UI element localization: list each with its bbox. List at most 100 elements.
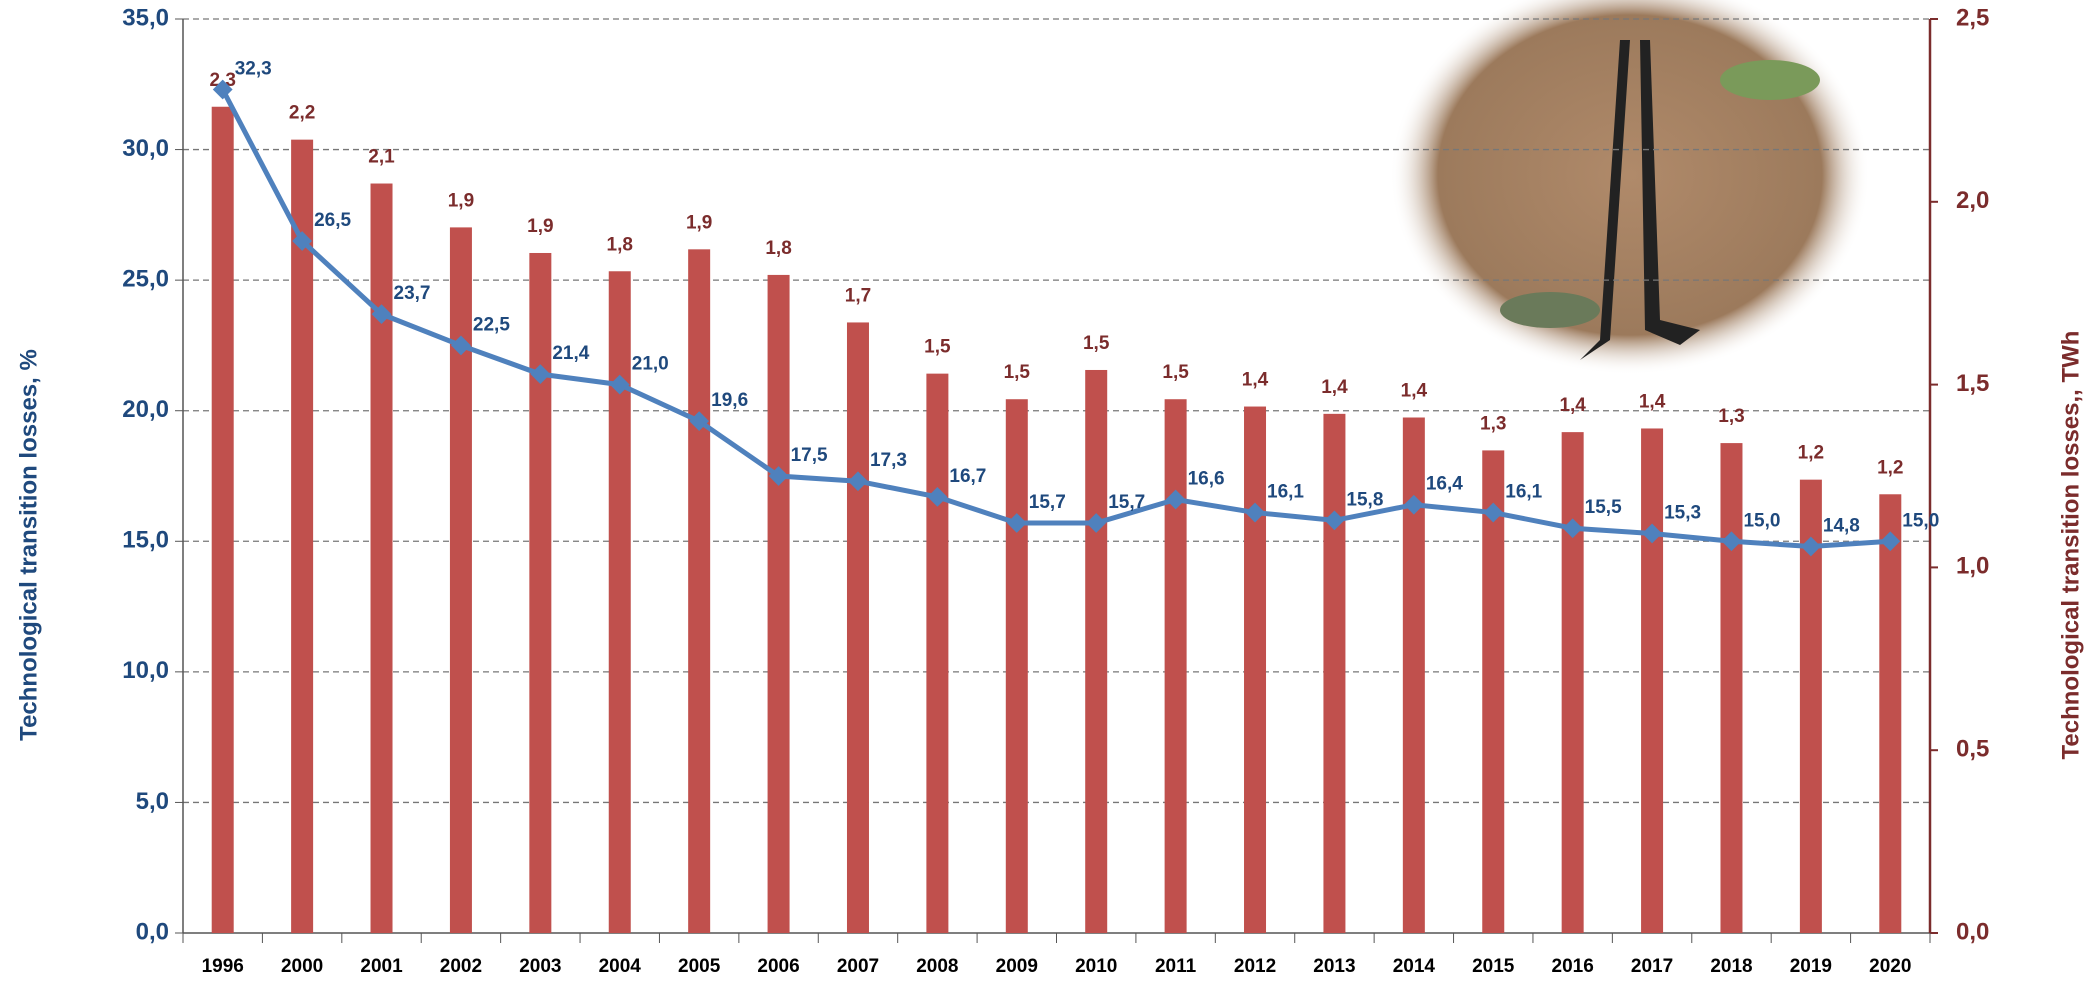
y-tick-label: 25,0 <box>122 265 169 292</box>
line-label: 15,5 <box>1585 497 1622 518</box>
y-tick-label: 0,0 <box>136 918 169 945</box>
line-label: 15,7 <box>1029 492 1066 513</box>
bar <box>1244 407 1266 933</box>
line-label: 16,1 <box>1505 482 1542 503</box>
bar <box>1641 428 1663 933</box>
bar-label: 1,5 <box>924 337 951 358</box>
line-label: 21,0 <box>632 354 669 375</box>
x-tick-label: 2009 <box>996 956 1038 977</box>
x-tick-label: 2012 <box>1234 956 1276 977</box>
x-tick-label: 2004 <box>599 956 642 977</box>
x-tick-label: 2017 <box>1631 956 1673 977</box>
line-label: 16,6 <box>1188 469 1225 490</box>
x-tick-label: 2007 <box>837 956 879 977</box>
x-tick-label: 2018 <box>1710 956 1752 977</box>
bar-label: 2,1 <box>368 147 395 168</box>
y2-tick-label: 1,0 <box>1956 553 1989 580</box>
x-tick-label: 2003 <box>519 956 561 977</box>
line-label: 14,8 <box>1823 516 1860 537</box>
y2-tick-label: 2,0 <box>1956 187 1989 214</box>
bar <box>1165 399 1187 933</box>
line-label: 21,4 <box>552 343 589 364</box>
y-tick-label: 5,0 <box>136 788 169 815</box>
x-tick-label: 2014 <box>1393 956 1436 977</box>
bar <box>212 107 234 933</box>
y-tick-label: 10,0 <box>122 657 169 684</box>
bar-label: 1,3 <box>1718 406 1744 427</box>
x-tick-label: 2015 <box>1472 956 1515 977</box>
line-label: 17,5 <box>791 445 828 466</box>
line-label: 19,6 <box>711 390 748 411</box>
y-axis-title: Technological transition losses, % <box>15 349 42 741</box>
bar-label: 1,4 <box>1639 391 1666 412</box>
bar-label: 1,9 <box>686 212 712 233</box>
line-label: 15,0 <box>1743 510 1780 531</box>
bar <box>768 275 790 933</box>
bar-label: 1,4 <box>1242 370 1269 391</box>
y-tick-label: 15,0 <box>122 527 169 554</box>
bar-label: 1,9 <box>527 216 553 237</box>
x-tick-label: 1996 <box>202 956 244 977</box>
x-tick-label: 2010 <box>1075 956 1117 977</box>
line-label: 15,3 <box>1664 502 1701 523</box>
bar <box>688 249 710 933</box>
y-tick-label: 20,0 <box>122 396 169 423</box>
photo <box>1390 0 1870 375</box>
x-tick-label: 2013 <box>1313 956 1355 977</box>
line-label: 15,7 <box>1108 492 1145 513</box>
y2-tick-label: 1,5 <box>1956 370 1989 397</box>
bar-label: 1,7 <box>845 285 871 306</box>
x-tick-label: 2002 <box>440 956 482 977</box>
line-label: 32,3 <box>235 59 272 80</box>
y-tick-label: 35,0 <box>122 4 169 31</box>
line-label: 15,0 <box>1902 510 1939 531</box>
y2-axis-title: Technological transition losses,, TWh <box>2057 331 2084 760</box>
bar-label: 1,5 <box>1083 333 1110 354</box>
bar-label: 1,5 <box>1162 362 1189 383</box>
x-tick-label: 2001 <box>360 956 403 977</box>
bar <box>450 227 472 933</box>
x-tick-label: 2020 <box>1869 956 1911 977</box>
bar-label: 1,4 <box>1321 377 1348 398</box>
bar <box>529 253 551 933</box>
bar-label: 1,5 <box>1004 362 1031 383</box>
bar-label: 1,8 <box>607 234 633 255</box>
bar-label: 1,9 <box>448 190 474 211</box>
bar <box>609 271 631 933</box>
x-tick-label: 2008 <box>916 956 958 977</box>
line-label: 23,7 <box>394 283 431 304</box>
bar <box>1562 432 1584 933</box>
y-tick-label: 30,0 <box>122 135 169 162</box>
bar-label: 1,2 <box>1798 443 1824 464</box>
bar <box>1006 399 1028 933</box>
bar <box>1323 414 1345 933</box>
bar-label: 2,2 <box>289 103 315 124</box>
x-tick-label: 2011 <box>1155 956 1197 977</box>
y2-tick-label: 0,5 <box>1956 736 1989 763</box>
bar <box>1879 494 1901 933</box>
line-label: 26,5 <box>314 210 351 231</box>
bar <box>1085 370 1107 933</box>
y2-tick-label: 0,0 <box>1956 918 1989 945</box>
bar-label: 1,3 <box>1480 413 1506 434</box>
line-label: 15,8 <box>1346 489 1383 510</box>
line-label: 16,7 <box>949 466 986 487</box>
chart: Technological transition losses, % Techn… <box>0 0 2100 981</box>
bar <box>371 184 393 933</box>
bar <box>847 322 869 933</box>
line-label: 22,5 <box>473 314 510 335</box>
bar <box>291 140 313 933</box>
line-label: 16,1 <box>1267 482 1304 503</box>
bar <box>926 374 948 933</box>
line-label: 17,3 <box>870 450 907 471</box>
x-tick-label: 2016 <box>1552 956 1594 977</box>
bar-label: 1,4 <box>1401 381 1428 402</box>
y2-tick-label: 2,5 <box>1956 4 1989 31</box>
bar-label: 1,8 <box>765 238 791 259</box>
bar <box>1482 450 1504 933</box>
bar <box>1720 443 1742 933</box>
x-tick-label: 2019 <box>1790 956 1832 977</box>
x-tick-label: 2005 <box>678 956 721 977</box>
bar-label: 1,4 <box>1559 395 1586 416</box>
line-label: 16,4 <box>1426 474 1463 495</box>
